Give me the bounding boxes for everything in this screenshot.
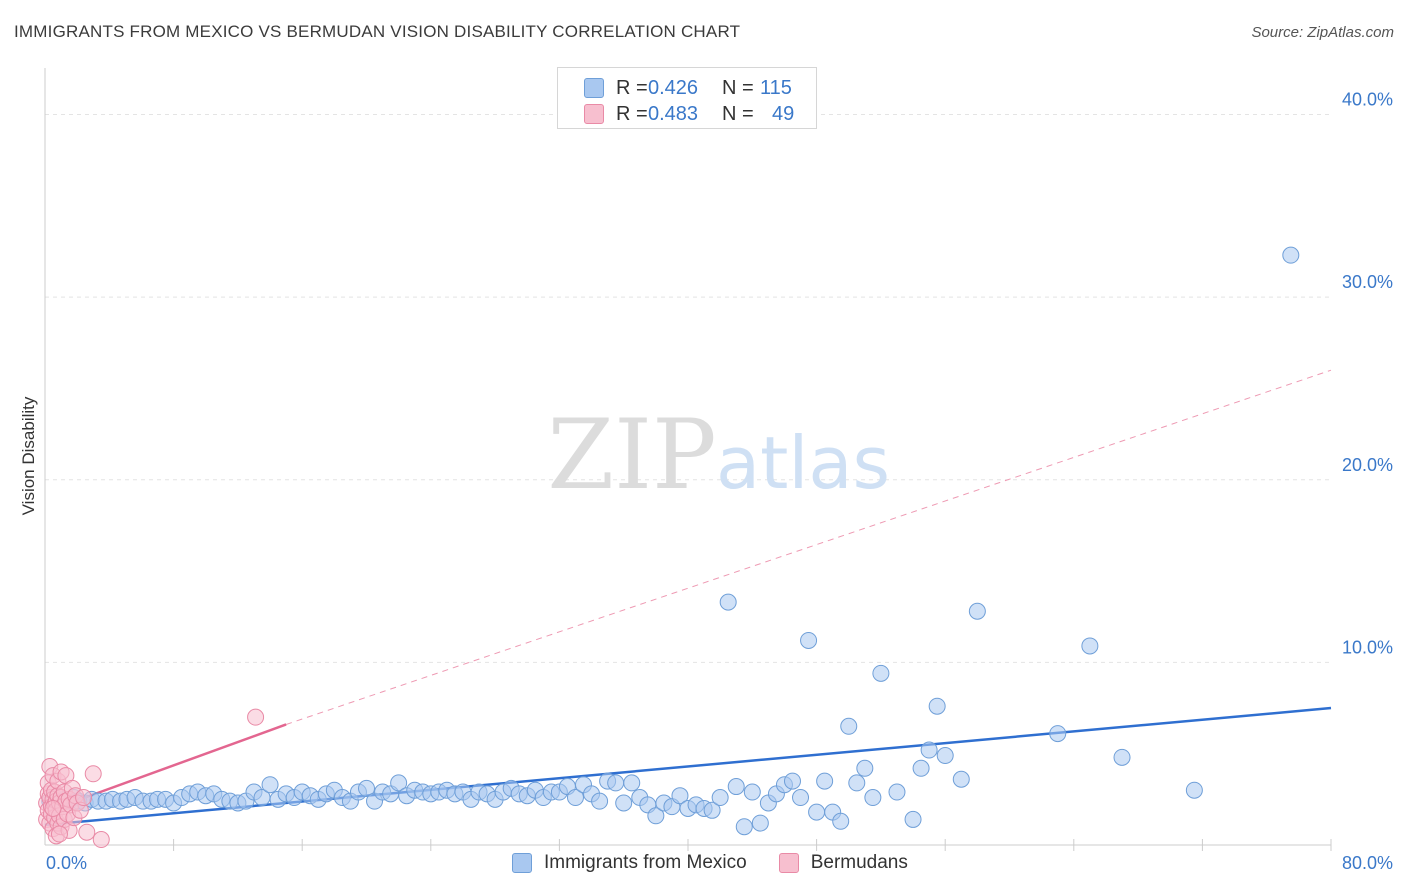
point-mexico	[872, 664, 890, 682]
point-mexico	[743, 783, 761, 801]
point-mexico	[792, 789, 810, 807]
point-mexico	[832, 812, 850, 830]
point-mexico	[703, 801, 721, 819]
y-tick-label: 30.0%	[1342, 272, 1393, 292]
point-mexico	[591, 792, 609, 810]
point-mexico	[912, 759, 930, 777]
legend-swatch-bermudans	[584, 104, 604, 124]
x-tick-label-max: 80.0%	[1342, 853, 1393, 873]
point-bermudans	[50, 825, 68, 843]
point-mexico	[261, 776, 279, 794]
point-mexico	[1185, 781, 1203, 799]
y-axis-label: Vision Disability	[19, 396, 38, 515]
point-mexico	[751, 814, 769, 832]
r-value: 0.426	[648, 76, 699, 99]
point-mexico	[888, 783, 906, 801]
watermark-zip: ZIP	[547, 399, 716, 511]
axes	[44, 68, 1332, 851]
point-mexico	[719, 593, 737, 611]
point-bermudans	[247, 708, 265, 726]
point-mexico	[952, 770, 970, 788]
point-mexico	[607, 774, 625, 792]
source-label: Source: ZipAtlas.com	[1251, 24, 1394, 41]
point-mexico	[1282, 246, 1300, 264]
r-label: R =	[616, 76, 648, 99]
series-legend-mexico[interactable]: Immigrants from Mexico	[512, 852, 747, 874]
point-mexico	[968, 602, 986, 620]
point-mexico	[816, 772, 834, 790]
point-mexico	[1081, 637, 1099, 655]
series-legend: Immigrants from Mexico Bermudans	[512, 852, 940, 874]
point-mexico	[864, 789, 882, 807]
points	[38, 246, 1300, 849]
r-value: 0.483	[648, 102, 699, 125]
y-tick-label: 20.0%	[1342, 455, 1393, 475]
point-mexico	[735, 818, 753, 836]
point-mexico	[928, 697, 946, 715]
chart-title: IMMIGRANTS FROM MEXICO VS BERMUDAN VISIO…	[14, 22, 741, 41]
point-bermudans	[44, 799, 62, 817]
point-mexico	[358, 779, 375, 797]
series-label-bermudans: Bermudans	[810, 852, 908, 873]
point-mexico	[647, 807, 665, 825]
legend-row-mexico: R = 0.426 N = 115	[584, 75, 792, 101]
x-tick-label-min: 0.0%	[46, 853, 87, 873]
y-tick-label: 10.0%	[1342, 637, 1393, 657]
stats-legend: R = 0.426 N = 115 R = 0.483 N = 49	[557, 67, 817, 129]
point-mexico	[727, 778, 745, 796]
series-swatch-mexico	[512, 853, 532, 873]
point-bermudans	[84, 765, 102, 783]
n-value: 115	[760, 76, 792, 99]
point-mexico	[1113, 748, 1131, 766]
n-value: 49	[772, 102, 795, 125]
point-mexico	[783, 772, 801, 790]
legend-swatch-mexico	[584, 78, 604, 98]
watermark: ZIP atlas	[547, 399, 890, 511]
grid	[45, 114, 1331, 663]
point-mexico	[848, 774, 866, 792]
point-mexico	[856, 759, 874, 777]
r-label: R =	[616, 102, 648, 125]
point-mexico	[1049, 725, 1067, 743]
series-swatch-bermudans	[778, 853, 799, 873]
trendline-bermudans-extension	[285, 369, 1332, 725]
n-label: N =	[722, 76, 754, 99]
point-mexico	[904, 810, 922, 828]
point-mexico	[920, 741, 938, 759]
point-mexico	[800, 631, 818, 649]
point-mexico	[711, 789, 729, 807]
point-bermudans	[92, 831, 110, 849]
point-mexico	[615, 794, 633, 812]
tick-labels: 10.0% 20.0% 30.0% 40.0% 0.0% 80.0%	[46, 90, 1393, 873]
series-legend-bermudans[interactable]: Bermudans	[778, 852, 908, 874]
watermark-atlas: atlas	[716, 421, 890, 505]
legend-row-bermudans: R = 0.483 N = 49	[584, 101, 794, 127]
point-mexico	[566, 789, 584, 807]
point-mexico	[808, 803, 826, 821]
n-label: N =	[722, 102, 754, 125]
point-bermudans	[75, 789, 93, 807]
point-mexico	[936, 747, 954, 765]
point-mexico	[840, 717, 858, 735]
point-bermudans	[78, 823, 96, 841]
y-tick-label: 40.0%	[1342, 90, 1393, 110]
point-mexico	[671, 787, 689, 805]
series-label-mexico: Immigrants from Mexico	[544, 852, 747, 873]
point-mexico	[623, 774, 641, 792]
point-mexico	[390, 774, 408, 792]
